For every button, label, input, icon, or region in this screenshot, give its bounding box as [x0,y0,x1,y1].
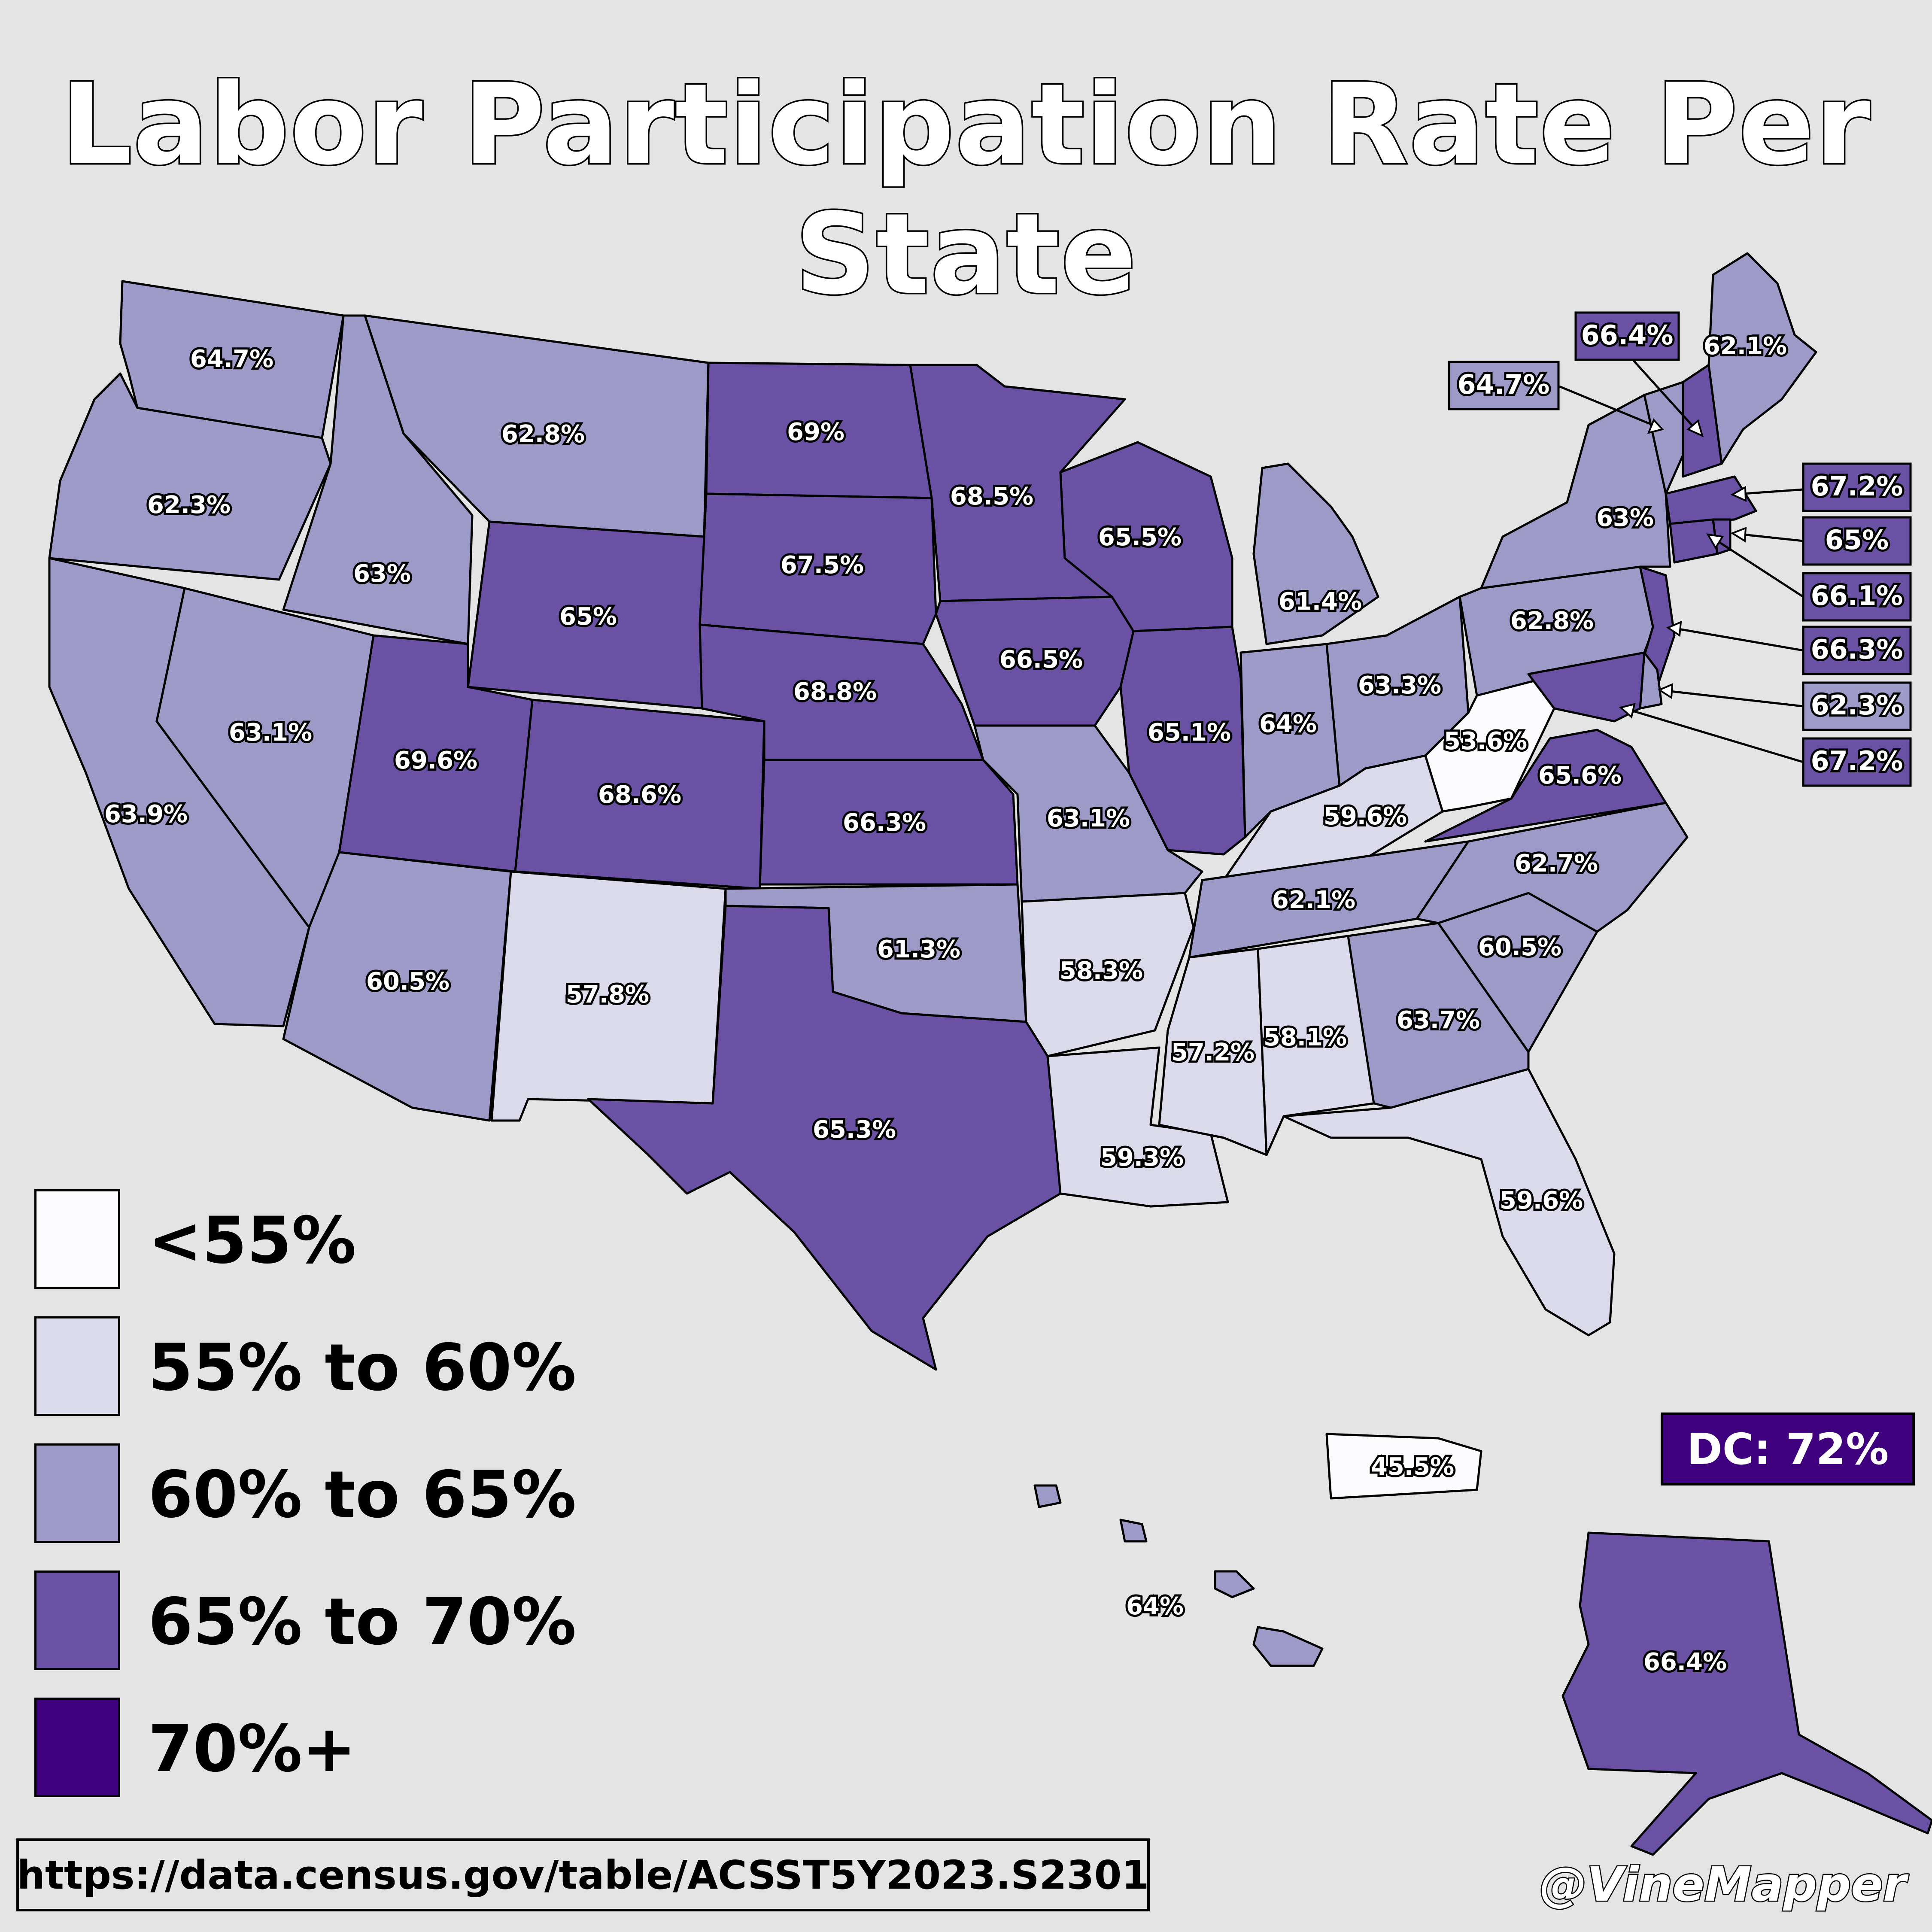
state-nc [1416,802,1689,933]
label-tn: 62.1% [1272,886,1355,914]
label-or: 62.3% [147,491,231,519]
label-fl: 59.6% [1500,1187,1583,1215]
callout-nj-text: 66.3% [1810,634,1903,665]
label-wy: 65% [559,603,617,631]
label-ms: 57.2% [1171,1039,1255,1066]
label-me: 62.1% [1704,332,1787,360]
state-mo [973,724,1203,903]
state-tx [587,905,1062,1371]
label-tx: 65.3% [813,1116,896,1144]
legend-swatch [34,1189,120,1289]
label-nv: 63.1% [229,719,312,747]
label-la: 59.3% [1100,1144,1184,1172]
label-mi: 61.4% [1279,588,1362,616]
label-pa: 62.8% [1510,607,1594,635]
label-hi: 64% [1126,1592,1184,1620]
label-oh: 63.3% [1358,671,1441,699]
label-mt: 62.8% [501,420,585,448]
label-al: 58.1% [1264,1024,1347,1051]
legend-swatch [34,1698,120,1797]
state-ks [759,759,1019,886]
label-ak: 66.4% [1643,1648,1727,1676]
label-az: 60.5% [366,968,450,996]
label-mn: 68.5% [950,483,1033,510]
state-hi-kauai [1033,1484,1062,1508]
state-fl [1282,1068,1616,1337]
state-la [1046,1046,1229,1208]
label-ia: 66.5% [999,646,1083,674]
map-title: Labor Participation Rate Per State [60,59,1872,321]
state-ar [1021,892,1195,1057]
state-al [1257,935,1375,1156]
label-il: 65.1% [1148,719,1231,747]
legend-label: 70%+ [148,1712,356,1786]
legend-label: 55% to 60% [148,1331,577,1405]
label-ny: 63% [1596,504,1654,532]
label-nc: 62.7% [1515,850,1598,878]
state-il [1119,626,1246,856]
legend-label: 65% to 70% [148,1585,577,1659]
label-id: 63% [353,560,411,588]
label-ca: 63.9% [104,800,188,828]
label-in: 64% [1259,710,1317,738]
author-credit: @VineMapper [1539,1856,1908,1913]
callout-de-text: 62.3% [1810,690,1903,721]
label-ut: 69.6% [394,747,477,775]
label-nd: 69% [787,418,844,446]
callout-vt-text: 64.7% [1457,369,1549,400]
state-ky [1222,754,1444,881]
label-ne: 68.8% [793,678,877,706]
callout-de: 62.3% [1657,681,1912,731]
state-pr [1325,1433,1482,1500]
callout-ma: 67.2% [1730,462,1912,512]
callout-ma-text: 67.2% [1810,471,1903,502]
state-hi-oahu [1119,1519,1148,1543]
label-mo: 63.1% [1047,805,1130,832]
state-sd [699,492,937,645]
state-ny [1480,394,1671,589]
label-wv: 53.6% [1444,727,1527,755]
source-link[interactable]: https://data.census.gov/table/ACSST5Y202… [16,1838,1150,1911]
state-me [1707,252,1817,465]
callout-ct-text: 66.1% [1810,580,1903,611]
callout-nh: 66.4% [1574,311,1704,437]
legend-swatch [34,1316,120,1416]
label-ks: 66.3% [843,809,926,837]
state-ma [1665,475,1757,525]
legend-label: 60% to 65% [148,1458,577,1532]
callout-ri-text: 65% [1825,524,1889,556]
state-ct [1669,518,1719,564]
label-wi: 65.5% [1098,523,1182,551]
label-sc: 60.5% [1478,933,1561,961]
state-mi [1252,462,1379,645]
state-hi-maui [1214,1570,1255,1598]
legend-label: <55% [148,1203,356,1278]
label-wa: 64.7% [190,345,273,373]
legend-swatch [34,1443,120,1543]
callout-ri: 65% [1730,516,1912,566]
callout-vt: 64.7% [1448,361,1664,434]
label-va: 65.6% [1538,762,1622,790]
label-sd: 67.5% [781,551,864,579]
label-pr: 45.5% [1371,1453,1454,1481]
label-ar: 58.3% [1060,957,1143,985]
label-co: 68.6% [598,781,681,809]
label-ok: 61.3% [877,936,960,963]
label-ky: 59.6% [1324,802,1407,830]
label-nm: 57.8% [566,981,649,1009]
dc-value-box: DC: 72% [1661,1413,1915,1485]
label-ga: 63.7% [1397,1006,1480,1034]
state-md [1527,651,1646,723]
state-hi-big [1252,1626,1324,1667]
callout-md: 67.2% [1619,703,1912,787]
state-ak [1561,1531,1932,1856]
callout-nj: 66.3% [1666,620,1912,675]
callout-md-text: 67.2% [1810,745,1903,777]
callout-nh-text: 66.4% [1581,319,1673,351]
legend-swatch [34,1571,120,1670]
state-or [48,372,332,581]
callout-ct: 66.1% [1706,533,1912,622]
